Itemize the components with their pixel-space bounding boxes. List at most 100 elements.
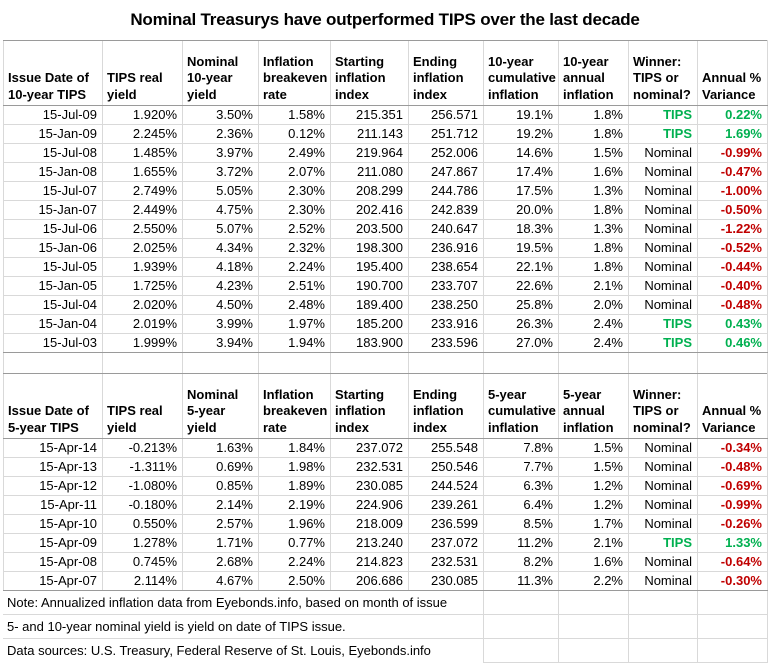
cell-ending-inflation-index: 247.867 xyxy=(408,162,484,182)
cell-tips-real-yield: 2.025% xyxy=(102,238,183,258)
cell-tips-real-yield: -1.080% xyxy=(102,476,183,496)
cell-winner: TIPS xyxy=(628,124,698,144)
header-annual-inflation: 5-year annual inflation xyxy=(558,373,629,439)
cell-cumulative-inflation: 6.4% xyxy=(483,495,559,515)
cell-winner: Nominal xyxy=(628,143,698,163)
cell-annual-inflation: 1.2% xyxy=(558,495,629,515)
empty-cell xyxy=(102,352,183,373)
empty-cell xyxy=(258,352,331,373)
cell-issue-date: 15-Jul-03 xyxy=(3,333,103,353)
cell-nominal-yield: 2.14% xyxy=(182,495,259,515)
cell-nominal-yield: 1.63% xyxy=(182,438,259,458)
cell-breakeven-rate: 2.30% xyxy=(258,200,331,220)
header-row: Issue Date of 10-year TIPS TIPS real yield N… xyxy=(3,40,768,106)
cell-annual-inflation: 1.6% xyxy=(558,162,629,182)
cell-winner: Nominal xyxy=(628,552,698,572)
cell-tips-real-yield: 2.550% xyxy=(102,219,183,239)
cell-nominal-yield: 4.75% xyxy=(182,200,259,220)
header-winner: Winner: TIPS or nominal? xyxy=(628,40,698,106)
cell-annual-variance: -0.69% xyxy=(697,476,768,496)
cell-annual-variance: -0.50% xyxy=(697,200,768,220)
cell-tips-real-yield: 1.939% xyxy=(102,257,183,277)
cell-winner: Nominal xyxy=(628,438,698,458)
empty-cell xyxy=(557,614,629,639)
cell-annual-inflation: 1.5% xyxy=(558,438,629,458)
cell-ending-inflation-index: 238.250 xyxy=(408,295,484,315)
cell-annual-inflation: 2.4% xyxy=(558,314,629,334)
empty-cell xyxy=(627,638,698,663)
cell-cumulative-inflation: 7.7% xyxy=(483,457,559,477)
cell-cumulative-inflation: 26.3% xyxy=(483,314,559,334)
cell-tips-real-yield: -0.180% xyxy=(102,495,183,515)
cell-ending-inflation-index: 242.839 xyxy=(408,200,484,220)
cell-ending-inflation-index: 238.654 xyxy=(408,257,484,277)
empty-cell xyxy=(482,638,559,663)
header-breakeven-rate: Inflation breakeven rate xyxy=(258,40,331,106)
cell-starting-inflation-index: 206.686 xyxy=(330,571,409,591)
table-row: 15-Apr-14 -0.213% 1.63% 1.84% 237.072 255.548… xyxy=(3,438,768,458)
note-line: Data sources: U.S. Treasury, Federal Res… xyxy=(7,643,431,659)
note-row: 5- and 10-year nominal yield is yield on… xyxy=(3,614,768,639)
cell-starting-inflation-index: 214.823 xyxy=(330,552,409,572)
empty-cell xyxy=(182,352,259,373)
cell-starting-inflation-index: 202.416 xyxy=(330,200,409,220)
cell-nominal-yield: 3.97% xyxy=(182,143,259,163)
cell-issue-date: 15-Apr-09 xyxy=(3,533,103,553)
empty-cell xyxy=(330,352,409,373)
cell-ending-inflation-index: 240.647 xyxy=(408,219,484,239)
cell-starting-inflation-index: 195.400 xyxy=(330,257,409,277)
header-issue-date: Issue Date of 5-year TIPS xyxy=(3,373,103,439)
cell-starting-inflation-index: 224.906 xyxy=(330,495,409,515)
table-row: 15-Jul-07 2.749% 5.05% 2.30% 208.299 244.786 1… xyxy=(3,181,768,201)
note-row: Note: Annualized inflation data from Eye… xyxy=(3,591,768,615)
cell-annual-variance: -1.22% xyxy=(697,219,768,239)
header-issue-date: Issue Date of 10-year TIPS xyxy=(3,40,103,106)
cell-ending-inflation-index: 233.916 xyxy=(408,314,484,334)
header-annual-variance: Annual % Variance xyxy=(697,40,768,106)
cell-tips-real-yield: 1.999% xyxy=(102,333,183,353)
cell-annual-variance: 0.43% xyxy=(697,314,768,334)
empty-cell xyxy=(3,352,103,373)
cell-issue-date: 15-Jan-05 xyxy=(3,276,103,296)
cell-cumulative-inflation: 17.4% xyxy=(483,162,559,182)
table-row: 15-Jul-05 1.939% 4.18% 2.24% 195.400 238.654 2… xyxy=(3,257,768,277)
table-row: 15-Jul-09 1.920% 3.50% 1.58% 215.351 256.571 1… xyxy=(3,105,768,125)
cell-starting-inflation-index: 190.700 xyxy=(330,276,409,296)
header-nominal-yield: Nominal 5-year yield xyxy=(182,373,259,439)
cell-ending-inflation-index: 252.006 xyxy=(408,143,484,163)
table-row: 15-Apr-07 2.114% 4.67% 2.50% 206.686 230.085 1… xyxy=(3,571,768,591)
cell-winner: Nominal xyxy=(628,476,698,496)
cell-cumulative-inflation: 19.1% xyxy=(483,105,559,125)
cell-ending-inflation-index: 256.571 xyxy=(408,105,484,125)
cell-cumulative-inflation: 6.3% xyxy=(483,476,559,496)
cell-annual-inflation: 2.0% xyxy=(558,295,629,315)
cell-breakeven-rate: 1.58% xyxy=(258,105,331,125)
cell-winner: Nominal xyxy=(628,162,698,182)
cell-tips-real-yield: 1.278% xyxy=(102,533,183,553)
header-tips-real-yield: TIPS real yield xyxy=(102,40,183,106)
cell-winner: Nominal xyxy=(628,295,698,315)
cell-cumulative-inflation: 22.6% xyxy=(483,276,559,296)
10-year-tips-table: Issue Date of 10-year TIPS TIPS real yield N… xyxy=(3,40,768,373)
cell-issue-date: 15-Jul-06 xyxy=(3,219,103,239)
table-row: 15-Jan-08 1.655% 3.72% 2.07% 211.080 247.867 1… xyxy=(3,162,768,182)
cell-starting-inflation-index: 237.072 xyxy=(330,438,409,458)
cell-cumulative-inflation: 17.5% xyxy=(483,181,559,201)
table-row: 15-Apr-13 -1.311% 0.69% 1.98% 232.531 250.546… xyxy=(3,457,768,477)
cell-issue-date: 15-Apr-11 xyxy=(3,495,103,515)
page-title: Nominal Treasurys have outperformed TIPS… xyxy=(130,10,640,29)
cell-nominal-yield: 2.36% xyxy=(182,124,259,144)
cell-ending-inflation-index: 244.524 xyxy=(408,476,484,496)
table-row: 15-Apr-10 0.550% 2.57% 1.96% 218.009 236.599 8… xyxy=(3,514,768,534)
cell-tips-real-yield: 2.245% xyxy=(102,124,183,144)
empty-cell xyxy=(696,638,768,663)
cell-annual-variance: -0.26% xyxy=(697,514,768,534)
empty-cell xyxy=(628,352,698,373)
cell-winner: Nominal xyxy=(628,571,698,591)
cell-annual-inflation: 1.8% xyxy=(558,257,629,277)
cell-breakeven-rate: 2.51% xyxy=(258,276,331,296)
table-row: 15-Apr-12 -1.080% 0.85% 1.89% 230.085 244.524… xyxy=(3,476,768,496)
cell-nominal-yield: 4.67% xyxy=(182,571,259,591)
header-breakeven-rate: Inflation breakeven rate xyxy=(258,373,331,439)
cell-tips-real-yield: 0.745% xyxy=(102,552,183,572)
